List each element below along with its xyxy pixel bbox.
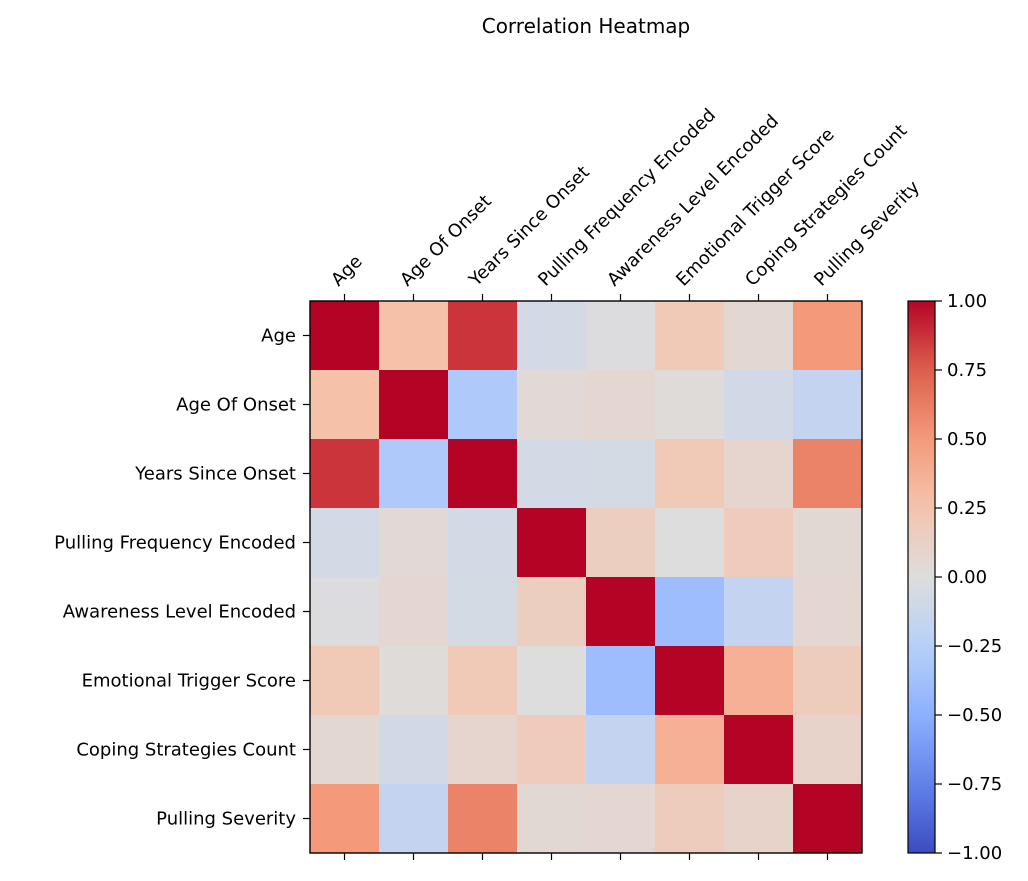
heatmap-cell bbox=[517, 439, 587, 509]
y-tick-label: Emotional Trigger Score bbox=[82, 671, 296, 692]
heatmap-cell bbox=[793, 784, 863, 854]
heatmap-cell bbox=[586, 646, 656, 716]
colorbar-tick-label: 0.00 bbox=[947, 567, 987, 588]
colorbar-tick-label: 1.00 bbox=[947, 291, 987, 312]
heatmap-cell bbox=[793, 370, 863, 440]
colorbar-tick-label: 0.25 bbox=[947, 498, 987, 519]
heatmap-cell bbox=[586, 577, 656, 647]
heatmap-cell bbox=[655, 508, 725, 578]
heatmap-cell bbox=[517, 370, 587, 440]
heatmap-cell bbox=[517, 784, 587, 854]
heatmap-cell bbox=[586, 715, 656, 785]
colorbar-gradient bbox=[908, 301, 935, 853]
colorbar-tick-label: −0.75 bbox=[947, 774, 1002, 795]
heatmap-cell bbox=[448, 370, 518, 440]
heatmap-cell bbox=[655, 646, 725, 716]
colorbar-tick-label: 0.50 bbox=[947, 429, 987, 450]
heatmap-cell bbox=[793, 439, 863, 509]
heatmap-cell bbox=[655, 784, 725, 854]
heatmap-cell bbox=[379, 784, 449, 854]
heatmap-cell bbox=[655, 370, 725, 440]
heatmap-cell bbox=[517, 301, 587, 371]
heatmap-cell bbox=[448, 577, 518, 647]
heatmap-cell bbox=[517, 577, 587, 647]
y-tick-label: Coping Strategies Count bbox=[76, 740, 296, 761]
heatmap-cell bbox=[724, 646, 794, 716]
heatmap-cell bbox=[310, 370, 380, 440]
heatmap-cell bbox=[379, 370, 449, 440]
heatmap-cell bbox=[310, 301, 380, 371]
y-tick-label: Age Of Onset bbox=[176, 395, 296, 416]
heatmap-cell bbox=[448, 784, 518, 854]
heatmap-cell bbox=[655, 301, 725, 371]
heatmap-cells bbox=[310, 301, 863, 854]
colorbar-tick-label: −1.00 bbox=[947, 843, 1002, 864]
heatmap-cell bbox=[310, 439, 380, 509]
colorbar: −1.00 −0.75 −0.50 −0.25 0.00 0.25 0.50 0.75 1.00 bbox=[907, 291, 1002, 864]
heatmap-cell bbox=[448, 646, 518, 716]
heatmap-cell bbox=[310, 646, 380, 716]
colorbar-tick-label: 0.75 bbox=[947, 360, 987, 381]
heatmap-cell bbox=[793, 577, 863, 647]
heatmap-cell bbox=[724, 784, 794, 854]
heatmap-cell bbox=[586, 301, 656, 371]
heatmap-cell bbox=[724, 577, 794, 647]
heatmap-cell bbox=[379, 301, 449, 371]
heatmap-cell bbox=[586, 439, 656, 509]
heatmap-cell bbox=[724, 301, 794, 371]
heatmap-cell bbox=[310, 715, 380, 785]
y-tick-label: Pulling Severity bbox=[156, 809, 296, 830]
colorbar-tick-label: −0.50 bbox=[947, 705, 1002, 726]
y-tick-label: Awareness Level Encoded bbox=[63, 602, 296, 623]
x-tick-label: Age bbox=[327, 251, 366, 290]
y-tick-label: Years Since Onset bbox=[134, 464, 296, 485]
heatmap-cell bbox=[517, 715, 587, 785]
heatmap-cell bbox=[379, 508, 449, 578]
heatmap-cell bbox=[379, 439, 449, 509]
heatmap-cell bbox=[517, 508, 587, 578]
y-tick-label: Pulling Frequency Encoded bbox=[54, 533, 296, 554]
heatmap-cell bbox=[310, 577, 380, 647]
heatmap-frame bbox=[309, 300, 863, 854]
heatmap-cell bbox=[517, 646, 587, 716]
heatmap-cell bbox=[793, 301, 863, 371]
heatmap-cell bbox=[448, 715, 518, 785]
heatmap-cell bbox=[655, 715, 725, 785]
heatmap-cell bbox=[448, 301, 518, 371]
chart-title: Correlation Heatmap bbox=[482, 14, 691, 38]
heatmap-cell bbox=[379, 577, 449, 647]
heatmap-cell bbox=[655, 577, 725, 647]
colorbar-tick-label: −0.25 bbox=[947, 636, 1002, 657]
heatmap-cell bbox=[586, 370, 656, 440]
heatmap-cell bbox=[586, 508, 656, 578]
x-tick-label: Years Since Onset bbox=[464, 162, 593, 291]
heatmap-cell bbox=[310, 508, 380, 578]
heatmap-cell bbox=[724, 715, 794, 785]
heatmap-cell bbox=[724, 508, 794, 578]
heatmap-cell bbox=[724, 370, 794, 440]
heatmap-cell bbox=[379, 715, 449, 785]
y-tick-label: Age bbox=[261, 326, 296, 347]
y-axis-ticks: Age Age Of Onset Years Since Onset Pulling … bbox=[54, 326, 310, 830]
heatmap-cell bbox=[310, 784, 380, 854]
heatmap-cell bbox=[724, 439, 794, 509]
heatmap-cell bbox=[793, 646, 863, 716]
heatmap-cell bbox=[448, 508, 518, 578]
heatmap-cell bbox=[448, 439, 518, 509]
heatmap-cell bbox=[379, 646, 449, 716]
heatmap-cell bbox=[793, 508, 863, 578]
heatmap-cell bbox=[586, 784, 656, 854]
heatmap-cell bbox=[793, 715, 863, 785]
heatmap-cell bbox=[655, 439, 725, 509]
